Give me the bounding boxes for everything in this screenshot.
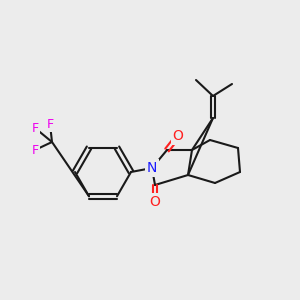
- Text: F: F: [46, 118, 54, 130]
- Text: N: N: [147, 161, 157, 175]
- Text: F: F: [32, 143, 39, 157]
- Text: O: O: [172, 129, 183, 143]
- Text: F: F: [32, 122, 39, 134]
- Text: O: O: [150, 195, 160, 209]
